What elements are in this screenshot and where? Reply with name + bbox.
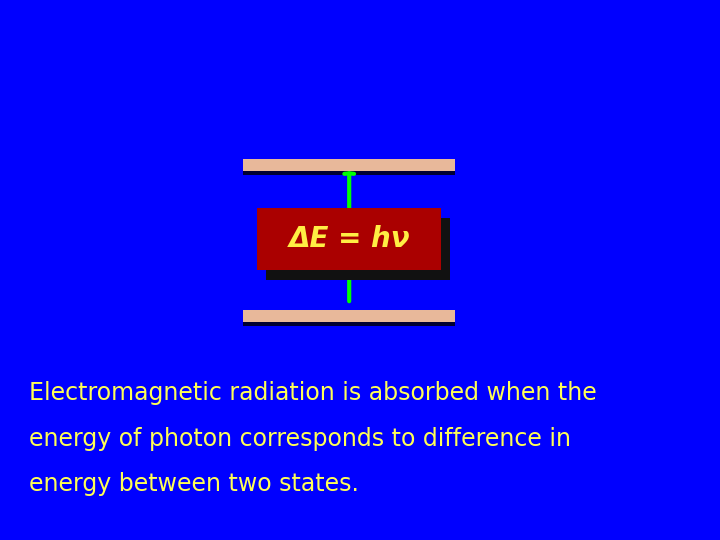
Bar [258, 208, 441, 270]
Text: Electromagnetic radiation is absorbed when the: Electromagnetic radiation is absorbed wh… [29, 381, 597, 404]
Text: ΔE = hν: ΔE = hν [289, 225, 410, 253]
Bar [243, 310, 456, 322]
Bar [243, 314, 456, 326]
Bar [243, 159, 456, 171]
Text: energy of photon corresponds to difference in: energy of photon corresponds to differen… [29, 427, 571, 450]
Bar [266, 218, 450, 280]
Text: energy between two states.: energy between two states. [29, 472, 359, 496]
Bar [243, 163, 456, 175]
